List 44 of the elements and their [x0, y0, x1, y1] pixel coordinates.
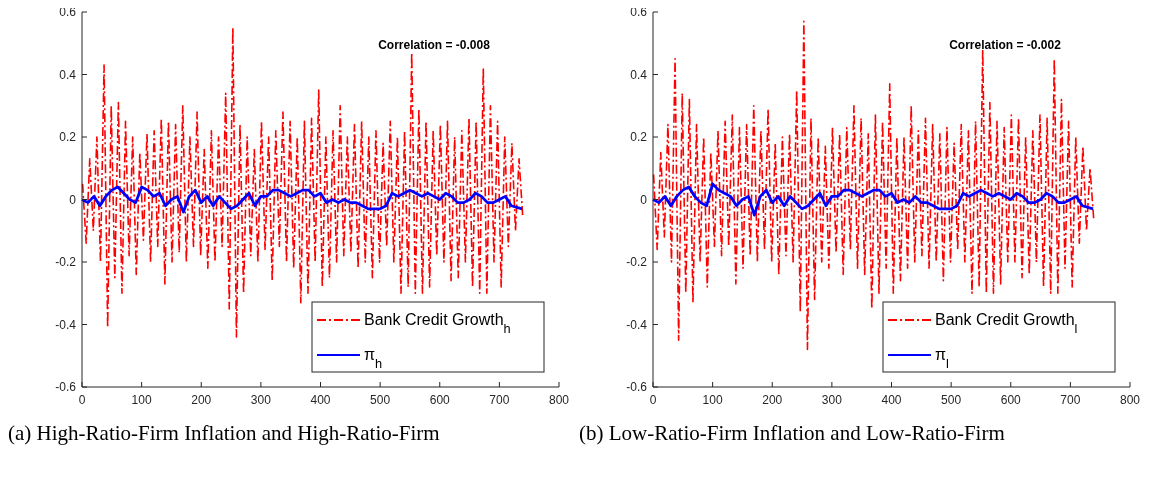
x-tick-label: 600	[1000, 393, 1022, 407]
y-tick-label: -0.6	[626, 380, 648, 394]
annotation: Correlation = -0.008	[378, 38, 491, 52]
x-tick-label: 500	[941, 393, 962, 407]
text: (b) Low-Ratio-Firm Inflation and Low-Ratio-Firm	[579, 421, 1005, 445]
x-tick-label: 100	[702, 393, 723, 407]
x-tick-label: 600	[429, 393, 451, 407]
legend-label: Bank Credit Growth$_{l}$	[935, 311, 1078, 336]
y-tick-label: -0.4	[626, 317, 648, 332]
x-tick-label: 800	[1119, 393, 1141, 407]
x-tick-label: 300	[821, 393, 843, 407]
y-tick-label: 0.2	[59, 130, 77, 144]
y-tick-label: 0.6	[630, 5, 648, 19]
x-tick-label: 700	[1060, 393, 1081, 407]
y-tick-label: -0.2	[55, 255, 77, 269]
line-series	[80, 185, 524, 214]
x-tick-label: 0	[78, 393, 86, 407]
x-tick-label: 0	[649, 393, 657, 407]
x-tick-label: 700	[489, 393, 510, 407]
x-tick-label: 400	[881, 393, 902, 407]
x-tick-label: 200	[191, 393, 212, 407]
x-tick-label: 800	[548, 393, 570, 407]
legend-label: π$_{l}$	[935, 346, 949, 371]
y-tick-label: 0	[640, 192, 648, 207]
text: (a) High-Ratio-Firm Inflation and High-Ratio-Firm	[8, 421, 440, 445]
legend-label: Bank Credit Growth$_{h}$	[364, 311, 511, 336]
x-tick-label: 100	[131, 393, 152, 407]
x-tick-label: 300	[250, 393, 272, 407]
y-tick-label: 0.2	[630, 130, 648, 144]
annotation: Correlation = -0.002	[949, 38, 1062, 52]
line-series	[652, 20, 1095, 351]
x-tick-label: 200	[762, 393, 783, 407]
y-tick-label: 0.4	[59, 67, 77, 82]
legend-label: π$_{h}$	[364, 346, 383, 371]
line-series	[651, 182, 1095, 217]
y-tick-label: -0.6	[55, 380, 77, 394]
y-tick-label: 0	[69, 192, 77, 207]
x-tick-label: 500	[370, 393, 391, 407]
y-tick-label: 0.6	[59, 5, 77, 19]
x-tick-label: 400	[310, 393, 331, 407]
y-tick-label: 0.4	[630, 67, 648, 82]
y-tick-label: -0.2	[626, 255, 648, 269]
line-series	[81, 26, 524, 338]
y-tick-label: -0.4	[55, 317, 77, 332]
